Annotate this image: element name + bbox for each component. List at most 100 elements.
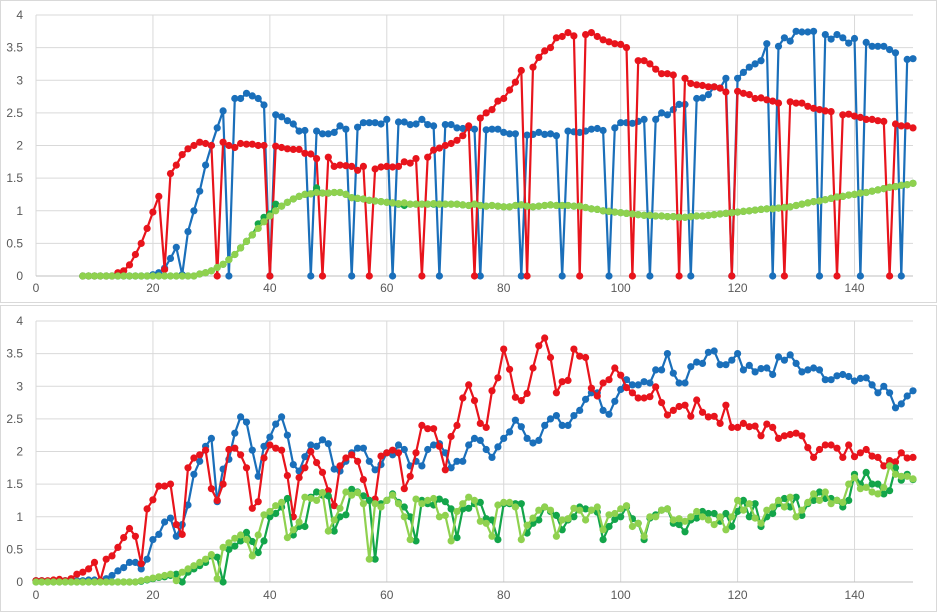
data-point [716,419,724,427]
data-point [394,441,403,449]
data-point [856,485,865,493]
data-point [476,114,484,122]
data-point [488,387,496,395]
data-point [242,418,251,426]
data-point [833,372,841,380]
data-point [611,509,619,518]
data-point [453,421,461,429]
data-point [383,198,391,206]
data-point [412,449,420,457]
data-point [237,94,245,103]
data-point [774,204,783,212]
data-point [120,534,128,542]
data-point [196,457,204,465]
data-point [143,575,151,583]
data-point [494,125,502,133]
data-point [482,445,490,454]
data-point [435,144,443,152]
data-point [605,410,613,418]
data-point [424,445,432,454]
data-point [506,203,514,211]
data-point [242,140,251,148]
data-point [529,514,537,522]
data-point [909,55,917,63]
data-point [529,63,537,71]
data-point [342,488,350,496]
data-point [412,537,420,545]
data-point [909,453,917,461]
data-point [318,489,327,497]
data-point [131,250,139,259]
series-line [82,182,914,278]
data-point [535,342,543,350]
data-point [102,272,110,280]
data-point [67,578,75,586]
data-point [365,196,373,204]
data-point [301,190,309,198]
data-point [862,188,870,197]
data-point [891,404,900,412]
data-point [470,397,479,405]
data-point [219,543,227,551]
data-point [172,570,180,578]
data-point [652,212,660,220]
data-point [739,89,748,97]
data-point [231,542,239,550]
top-line-chart: 00.511.522.533.540 20 40 60 80 100 120 140 [6,8,917,295]
data-point [558,201,566,210]
data-point [704,516,713,524]
data-point [541,503,549,511]
data-point [348,194,356,202]
data-point [850,453,859,461]
data-point [903,55,911,64]
data-point [891,470,900,478]
data-point [646,379,654,387]
data-point [868,381,876,389]
data-point [178,568,186,576]
data-point [792,27,800,35]
y-tick-label: 2 [16,139,23,153]
data-point [131,558,139,566]
data-point [827,194,835,202]
data-point [371,165,379,173]
data-point [318,272,327,280]
data-point [886,457,894,465]
data-point [90,272,99,280]
data-point [734,496,742,504]
bottom-chart-panel: 0 0.5 1 1.5 2 2.5 3 3.5 4 0 20 40 60 80 100 120 140 [0,305,937,612]
data-point [897,472,905,480]
data-point [704,413,713,421]
data-point [722,209,730,217]
data-point [687,363,695,371]
data-point [394,200,403,208]
series-light-green [32,462,917,586]
data-point [406,536,414,544]
data-point [482,126,490,134]
data-point [886,487,894,495]
data-point [453,534,461,542]
data-point [780,432,789,440]
data-point [196,187,204,195]
data-point [394,449,403,457]
data-point [190,207,198,215]
data-point [400,513,408,521]
data-point [330,502,338,510]
data-point [318,189,327,197]
data-point [827,500,835,508]
data-point [839,370,847,379]
data-point [903,454,911,462]
data-point [845,372,853,381]
data-point [880,117,888,125]
data-point [886,46,894,54]
data-point [734,87,742,95]
data-point [605,207,613,215]
data-point [564,421,572,429]
y-tick-label: 1.5 [6,477,23,491]
data-point [786,37,794,45]
data-point [739,207,748,215]
data-point [669,516,677,524]
data-point [769,423,777,431]
x-tick-label: 20 [146,281,160,295]
data-point [874,453,882,461]
data-point [570,32,578,40]
